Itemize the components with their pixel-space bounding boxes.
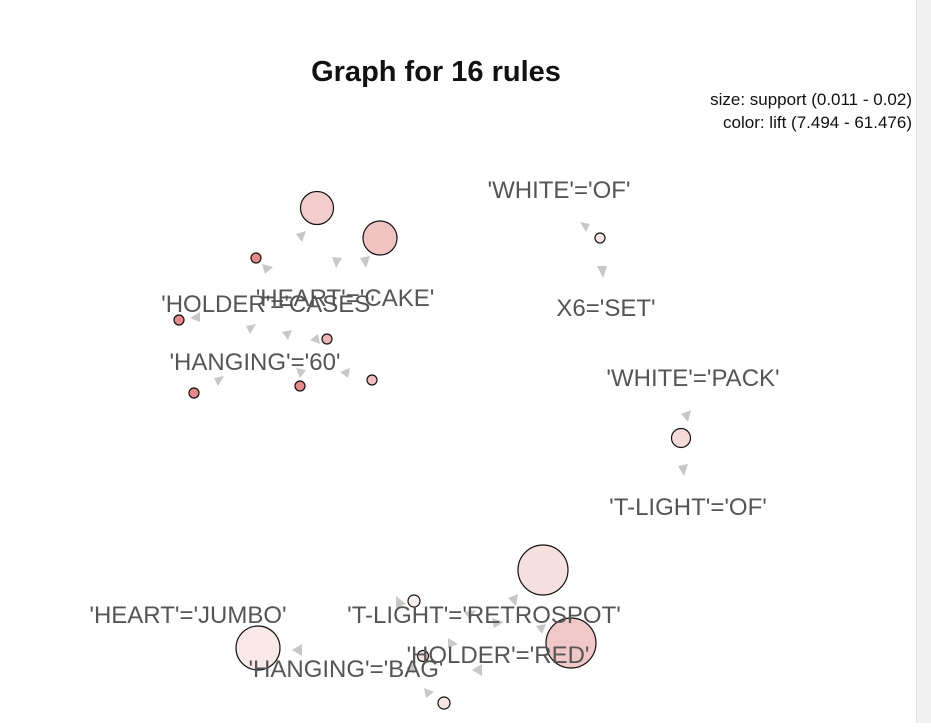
edge-arrows <box>190 222 691 698</box>
rule-node[interactable] <box>407 594 421 608</box>
edge-arrow <box>332 257 342 268</box>
edge-arrow <box>296 231 306 242</box>
item-label-holder-red: 'HOLDER'='RED' <box>406 642 589 669</box>
item-label-heart-jumbo: 'HEART'='JUMBO' <box>89 602 286 629</box>
edge-arrow <box>424 688 434 698</box>
edge-arrow <box>310 334 320 344</box>
edge-arrow <box>292 644 302 656</box>
item-label-holder-cases: 'HOLDER'='CASES' <box>161 291 375 318</box>
edge-arrow <box>282 330 292 340</box>
item-label-white-pack: 'WHITE'='PACK' <box>606 365 779 392</box>
rule-node[interactable] <box>294 380 306 392</box>
legend-color: color: lift (7.494 - 61.476) <box>723 113 912 132</box>
item-label-heart-cake: 'HEART'='CAKE' <box>256 285 435 312</box>
item-label-tlight-of: 'T-LIGHT'='OF' <box>609 494 767 521</box>
edge-arrow <box>678 464 688 476</box>
edge-arrow <box>246 324 256 334</box>
edge-arrow <box>508 594 518 606</box>
rule-node[interactable] <box>173 314 185 326</box>
edge-arrow <box>536 624 546 634</box>
edge-arrow <box>262 264 273 274</box>
item-labels: 'WHITE'='OF' X6='SET' 'HEART'='CAKE' 'HO… <box>89 177 779 683</box>
rule-node[interactable] <box>321 333 333 345</box>
window-edge-strip <box>916 0 931 723</box>
edge-arrow <box>406 662 416 674</box>
edge-arrow <box>190 312 200 322</box>
rule-node[interactable] <box>366 374 378 386</box>
edge-arrow <box>396 596 406 608</box>
edge-arrow <box>296 368 306 378</box>
rule-node[interactable] <box>594 232 606 244</box>
rule-node[interactable] <box>437 696 451 710</box>
rule-nodes <box>173 190 692 710</box>
edge-arrow <box>448 638 458 648</box>
edge-arrow <box>464 610 476 620</box>
graph-title: Graph for 16 rules <box>311 56 561 88</box>
edge-arrow <box>580 222 590 232</box>
item-label-hanging-60: 'HANGING'='60' <box>169 349 340 376</box>
edge-arrow <box>681 410 691 422</box>
edge-arrow <box>360 256 370 268</box>
rule-node[interactable] <box>250 252 262 264</box>
edge-arrow <box>492 618 504 628</box>
edge-arrow <box>472 664 482 676</box>
item-label-tlight-retrospot: 'T-LIGHT'='RETROSPOT' <box>347 602 621 629</box>
item-label-x6-set: X6='SET' <box>556 295 655 322</box>
rule-node[interactable] <box>299 190 335 226</box>
rule-node[interactable] <box>416 649 430 663</box>
rule-node[interactable] <box>188 387 200 399</box>
edge-arrow <box>340 368 350 378</box>
item-label-white-of: 'WHITE'='OF' <box>488 177 631 204</box>
item-label-hanging-bag: 'HANGING'='BAG' <box>248 656 443 683</box>
rule-node[interactable] <box>545 617 597 669</box>
rule-node[interactable] <box>517 544 569 596</box>
edge-arrow <box>214 376 224 386</box>
legend-size: size: support (0.011 - 0.02) <box>710 90 912 109</box>
edge-arrow <box>597 266 607 278</box>
rule-node[interactable] <box>670 427 692 449</box>
rule-node[interactable] <box>362 220 398 256</box>
rule-node[interactable] <box>235 625 281 671</box>
